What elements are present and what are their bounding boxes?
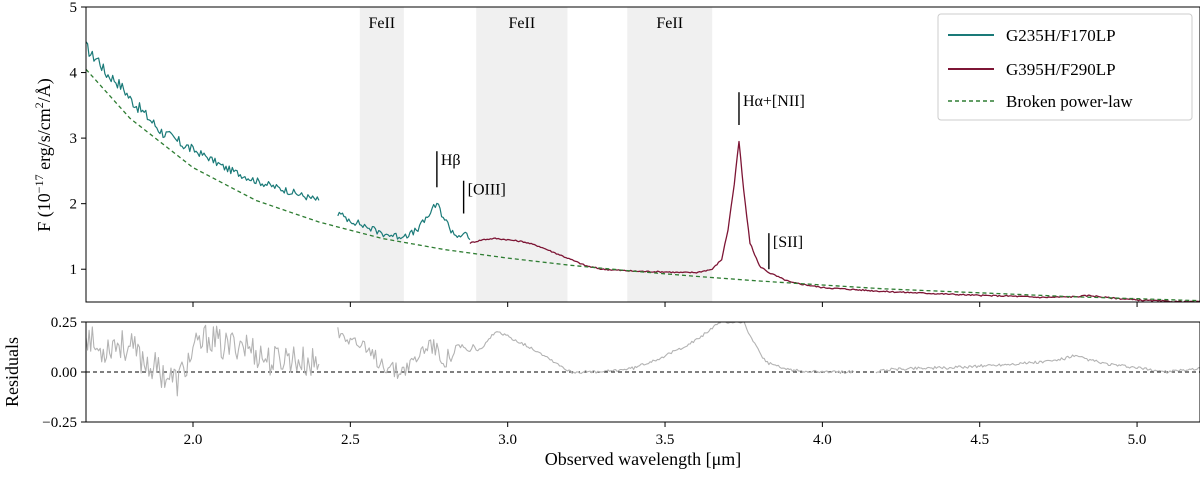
- powerlaw-line: [86, 68, 1200, 302]
- residual-series: [86, 322, 1200, 397]
- bottom-ytick-label-0: −0.25: [42, 415, 77, 431]
- ylabel-exp: −17: [32, 174, 46, 193]
- top-series: [86, 41, 1200, 302]
- feii-label-0: FeII: [368, 15, 395, 32]
- xtick-label-3: 3.5: [656, 432, 675, 448]
- legend: G235H/F170LP G395H/F290LP Broken power-l…: [937, 13, 1193, 121]
- series-0-segment-1: [337, 202, 471, 241]
- feii-label-2: FeII: [656, 15, 683, 32]
- xtick-label-5: 4.5: [970, 432, 989, 448]
- annotation-label-2: Hα+[NII]: [743, 93, 805, 110]
- feii-bands: [359, 7, 713, 302]
- bottom-ytick-label-2: 0.25: [51, 315, 77, 331]
- residual-segment-1: [337, 322, 855, 380]
- top-ytick-label-1: 2: [70, 197, 78, 213]
- top-ytick-label-4: 5: [70, 0, 78, 16]
- legend-label-g235h: G235H/F170LP: [1006, 26, 1116, 45]
- ylabel-mid: erg/s/cm: [34, 108, 54, 174]
- feii-band-0: [359, 7, 404, 302]
- xtick-label-0: 2.0: [184, 432, 203, 448]
- series-1-segment-0: [469, 140, 1200, 302]
- bottom-ytick-label-1: 0.00: [51, 365, 77, 381]
- legend-label-powerlaw: Broken power-law: [1006, 92, 1133, 111]
- ylabel-exp2: 2: [32, 102, 46, 108]
- ylabel-prefix: F (10: [34, 193, 55, 232]
- bottom-x-axis: 2.0 2.5 3.0 3.5 4.0 4.5 5.0: [184, 422, 1147, 448]
- line-annotations: FeII FeII FeII Hβ [OIII] Hα+[NII] [SII]: [368, 15, 805, 270]
- top-x-ticks: [192, 302, 1138, 307]
- top-y-axis: 1 2 3 4 5: [70, 0, 86, 278]
- feii-band-1: [476, 7, 568, 302]
- ylabel-suffix: /Å): [34, 78, 55, 102]
- residual-segment-0: [86, 324, 320, 397]
- bottom-y-axis: −0.25 0.00 0.25: [42, 315, 86, 431]
- bottom-y-axis-label: Residuals: [2, 337, 22, 407]
- xtick-label-2: 3.0: [498, 432, 517, 448]
- top-ytick-label-0: 1: [70, 262, 78, 278]
- legend-box: [937, 13, 1193, 121]
- annotation-label-0: Hβ: [441, 152, 461, 169]
- residual-segment-2: [875, 354, 1200, 374]
- xtick-label-6: 5.0: [1128, 432, 1147, 448]
- top-ytick-label-3: 4: [70, 66, 78, 82]
- annotation-label-1: [OIII]: [468, 182, 506, 199]
- feii-label-1: FeII: [509, 15, 536, 32]
- xtick-label-1: 2.5: [341, 432, 360, 448]
- top-panel-frame: [85, 6, 1200, 303]
- x-axis-label: Observed wavelength [μm]: [545, 449, 742, 469]
- legend-label-g395h: G395H/F290LP: [1006, 60, 1116, 79]
- top-y-axis-label: F (10−17 erg/s/cm2/Å): [32, 78, 55, 231]
- annotation-label-3: [SII]: [773, 234, 803, 251]
- xtick-label-4: 4.0: [813, 432, 832, 448]
- series-0-segment-0: [86, 41, 320, 201]
- top-ytick-label-2: 3: [70, 131, 78, 147]
- feii-band-2: [627, 7, 713, 302]
